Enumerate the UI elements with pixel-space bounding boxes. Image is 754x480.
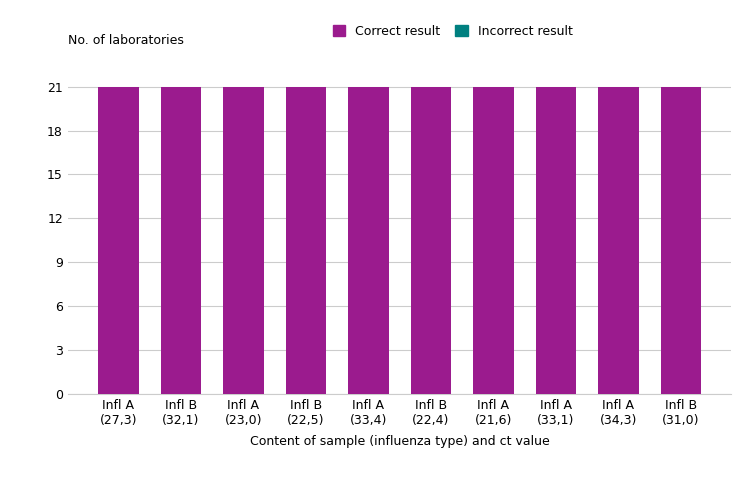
Bar	[223, 87, 264, 394]
Text: No. of laboratories: No. of laboratories	[68, 34, 184, 47]
Bar	[535, 87, 576, 394]
Bar	[161, 87, 201, 394]
Legend: Correct result, Incorrect result: Correct result, Incorrect result	[328, 20, 578, 43]
Bar	[598, 87, 639, 394]
Bar	[473, 87, 513, 394]
Bar	[661, 87, 701, 394]
Bar	[348, 87, 388, 394]
Bar	[411, 87, 451, 394]
X-axis label: Content of sample (influenza type) and ct value: Content of sample (influenza type) and c…	[250, 435, 550, 448]
Bar	[98, 87, 139, 394]
Bar	[286, 87, 326, 394]
